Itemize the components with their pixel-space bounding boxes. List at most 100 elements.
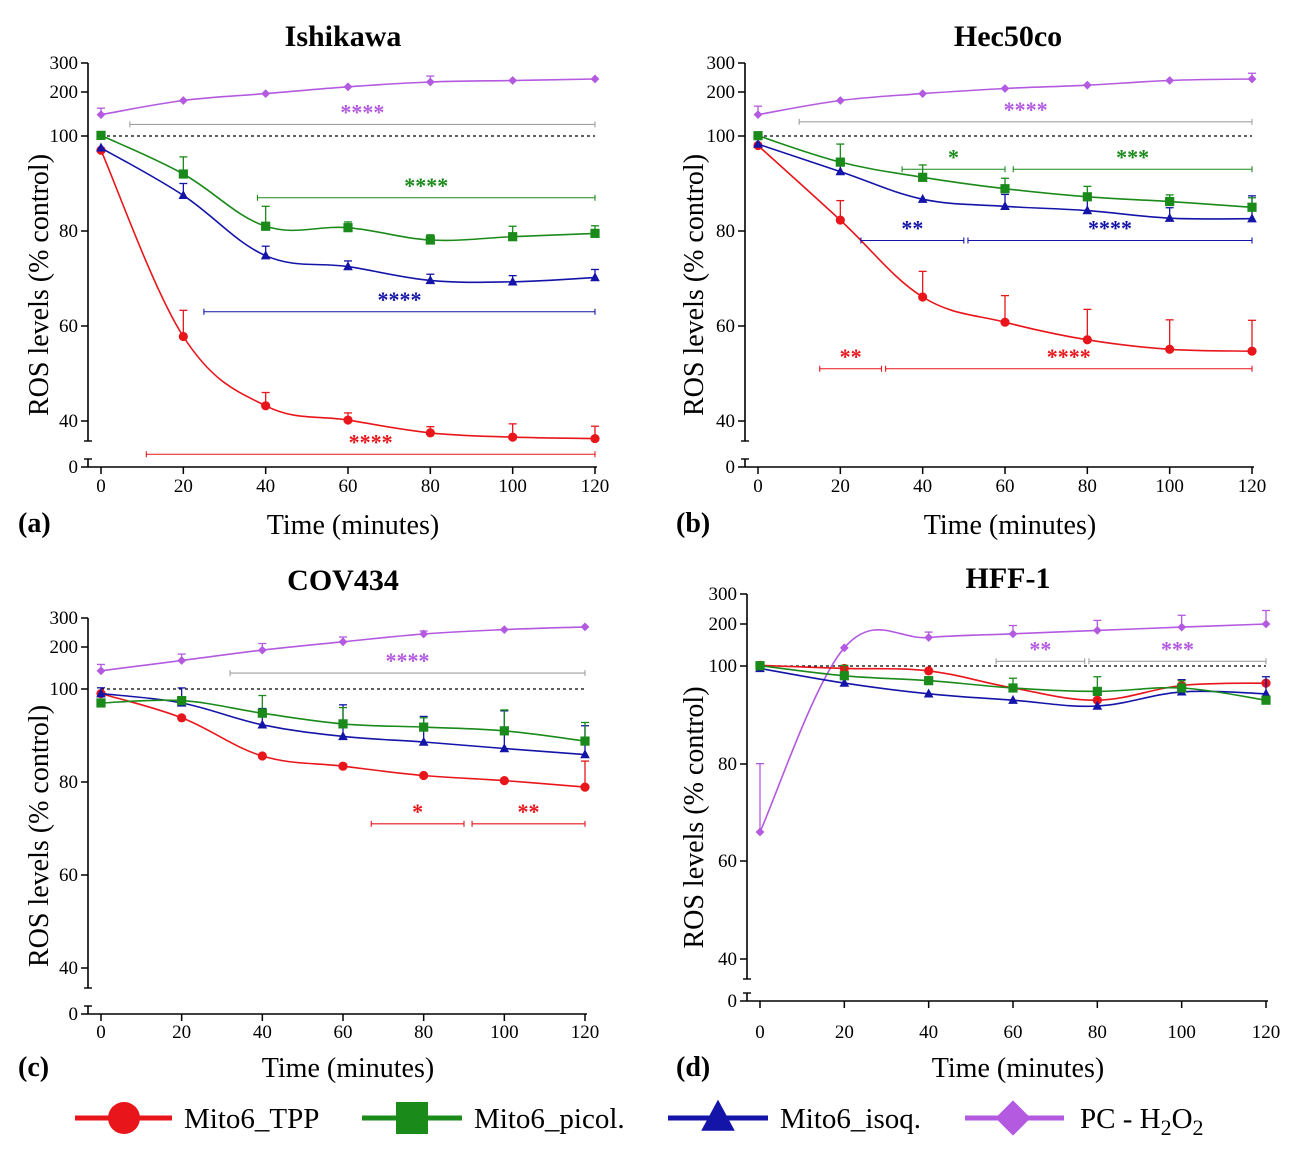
data-point [419,629,429,639]
y-tick-label: 100 [709,656,738,677]
data-point [839,671,849,681]
chart-title: Hec50co [954,20,1062,53]
y-tick-label: 40 [718,949,737,970]
legend-item-mito6-isoq: Mito6_isoq. [668,1099,921,1135]
data-point [419,770,429,781]
data-point [418,736,429,746]
y-axis-label: ROS levels (% control) [679,686,710,948]
data-point [96,130,106,140]
data-point [755,661,765,671]
x-tick-label: 120 [571,1022,600,1043]
data-point [338,719,348,729]
legend-label-subscript: 2 [1193,1115,1204,1140]
data-point [177,696,187,706]
x-tick-label: 100 [1167,1022,1196,1043]
data-point [178,96,188,105]
legend-item-pc-h2o2: PC - H2O2 [965,1100,1204,1140]
legend-marker [108,1102,140,1134]
data-point [1247,202,1257,212]
significance-annotation: ** [819,344,883,372]
data-point [507,276,518,286]
series-pc-h2o2 [96,74,600,120]
data-point [923,688,934,698]
y-axis-label: ROS levels (% control) [24,705,55,967]
data-point [835,96,845,105]
x-tick-label: 0 [755,1022,765,1043]
data-point [338,731,348,741]
legend-item-mito6-picol: Mito6_picol. [362,1102,625,1135]
legend-label: PC - H2O2 [1080,1103,1204,1140]
chart-panel-hff-1: HFF-1 (d) Time (minutes) ROS levels (% cont… [676,562,1280,1084]
data-point [1092,625,1102,635]
data-point [590,272,600,282]
significance-annotation: **** [798,97,1253,125]
panel-label: (a) [18,508,51,539]
legend-label: Mito6_TPP [184,1103,319,1135]
x-tick-label: 40 [913,476,932,497]
data-point [924,633,934,642]
data-point [499,776,509,786]
chart-panel-cov434: COV434 (c) Time (minutes) ROS levels (% con… [18,564,599,1084]
x-tick-label: 40 [919,1022,938,1043]
data-point [425,235,435,245]
x-axis-label: Time (minutes) [262,1053,434,1084]
x-tick-label: 80 [1088,1022,1107,1043]
data-point [425,77,435,87]
data-point [257,719,268,729]
data-point [1082,192,1092,202]
series-mito6-picol [753,131,1257,212]
x-tick-label: 20 [831,476,850,497]
data-point [835,166,846,176]
data-point [755,827,765,837]
series-mito6-tpp [753,140,1257,356]
significance-annotation: **** [145,429,596,458]
data-point [425,428,435,438]
data-point [835,215,845,225]
y-tick-label: 100 [707,126,736,147]
data-point [590,228,600,238]
legend-label: Mito6_isoq. [780,1103,921,1135]
data-point [508,76,518,85]
data-point [1008,629,1018,639]
data-point [580,782,590,792]
y-tick-label: 300 [709,584,738,605]
data-point [1092,700,1103,710]
data-point [918,89,928,99]
significance-annotation: ** [995,636,1086,665]
data-point [257,645,267,655]
data-point [96,666,106,676]
data-point [1000,317,1010,327]
y-tick-label: 40 [59,958,78,979]
significance-annotation: ** [860,216,965,244]
data-point [177,713,187,723]
x-tick-label: 80 [1078,476,1097,497]
y-tick-label: 100 [50,126,79,147]
y-tick-label: 80 [716,221,735,242]
data-point [178,190,189,200]
y-tick-label: 60 [716,316,735,337]
x-tick-label: 0 [753,476,763,497]
panel-label: (b) [676,508,710,539]
data-point [1000,201,1010,210]
data-point [1165,76,1175,85]
data-point [1177,622,1187,632]
x-tick-label: 0 [96,1022,106,1043]
chart-title: Ishikawa [285,20,402,53]
x-tick-label: 40 [256,476,275,497]
y-axis-label: ROS levels (% control) [679,154,710,416]
significance-stars: *** [1161,636,1194,661]
y-tick-label: 200 [707,82,736,103]
series-mito6-tpp [96,689,590,792]
significance-stars: **** [1088,216,1132,241]
legend-label: Mito6_picol. [474,1103,625,1135]
x-tick-label: 60 [1004,1022,1023,1043]
panel-label: (d) [676,1052,710,1083]
y-tick-label: 300 [50,53,79,74]
x-tick-label: 120 [1238,476,1267,497]
data-point [839,677,850,687]
chart-title: COV434 [287,564,399,597]
data-point [753,131,763,141]
x-tick-label: 60 [334,1022,353,1043]
y-tick-label: 80 [718,754,737,775]
